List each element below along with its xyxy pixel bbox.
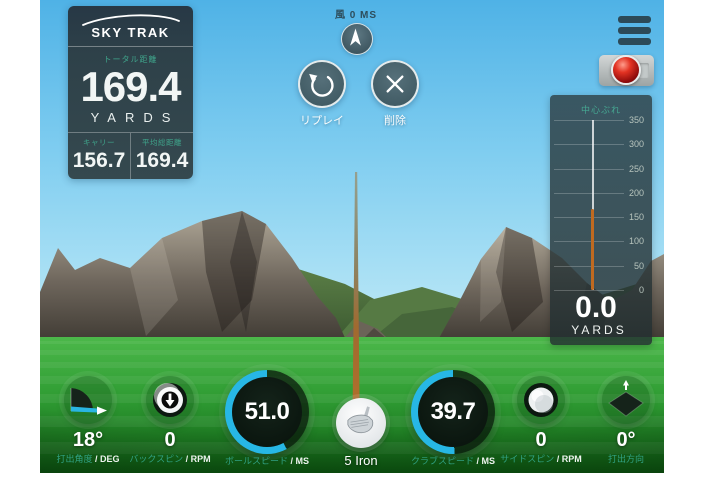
dispersion-unit: YARDS	[571, 323, 627, 337]
close-icon	[386, 75, 404, 93]
back-spin-label: バックスピン	[129, 454, 184, 464]
launch-angle-icon	[64, 376, 112, 424]
average-label: 平均総距離	[142, 138, 182, 147]
back-spin-value: 0	[164, 429, 176, 451]
replay-icon	[309, 73, 334, 97]
dispersion-title: 中心ぶれ	[580, 105, 621, 115]
record-led-icon[interactable]	[611, 55, 641, 85]
club-icon[interactable]	[336, 398, 386, 448]
dispersion-value: 0.0	[575, 291, 617, 324]
ball-speed-value: 51.0	[244, 398, 290, 425]
scale-centerline	[592, 120, 594, 290]
mountain-left-light	[130, 238, 178, 336]
menu-bar	[618, 38, 651, 45]
menu-bar	[618, 16, 651, 23]
mountain-left	[40, 211, 346, 340]
carry-value: 156.7	[72, 149, 126, 172]
delete-button-label: 削除	[384, 115, 406, 127]
skytrak-screen: SKY TRAK トータル距離 169.4 YARDS キャリー 156.7 平…	[40, 0, 664, 473]
ball-speed-label: ボールスピード	[224, 456, 288, 466]
wind-arrow-icon	[350, 28, 361, 46]
launch-direction-value: 0°	[616, 429, 636, 451]
side-spin-unit: / RPM	[556, 454, 582, 464]
back-spin-unit: / RPM	[185, 454, 211, 464]
club-speed-unit: / MS	[476, 456, 496, 466]
launch-direction-icon	[602, 376, 650, 424]
shot-stats-panel: SKY TRAK トータル距離 169.4 YARDS キャリー 156.7 平…	[68, 6, 193, 180]
menu-button[interactable]	[618, 16, 651, 49]
side-spin-value: 0	[535, 429, 547, 451]
total-distance-value: 169.4	[80, 63, 181, 110]
launch-angle-unit: / DEG	[95, 454, 120, 464]
skytrak-logo: SKY TRAK	[68, 6, 193, 47]
club-speed-ring-icon: 39.7	[411, 370, 495, 454]
gauge-launch-angle: 18° 打出角度 / DEG	[40, 376, 148, 464]
menu-bar	[618, 27, 651, 34]
launch-angle-label: 打出角度	[56, 454, 93, 464]
shot-trajectory-line	[352, 172, 360, 430]
side-spin-label: サイドスピン	[500, 454, 555, 464]
shot-distance-marker	[590, 209, 594, 290]
delete-button[interactable]	[371, 60, 419, 108]
carry-stat: キャリー 156.7	[68, 133, 130, 179]
gauge-club-speed: 39.7 クラブスピード / MS	[393, 370, 513, 466]
ball-speed-unit: / MS	[290, 456, 310, 466]
mountain-right-light	[480, 227, 506, 322]
mountain-right-shadow	[496, 227, 543, 332]
average-value: 169.4	[135, 149, 189, 172]
total-distance-unit: YARDS	[90, 110, 180, 125]
carry-label: キャリー	[83, 138, 115, 147]
total-distance-label: トータル距離	[103, 55, 158, 64]
dispersion-panel: 中心ぶれ 350 300 250 200 150 100 50 0 0.0 YA…	[550, 95, 652, 345]
mountain-left-shadow	[202, 211, 266, 332]
club-selector[interactable]: 5 Iron	[301, 398, 421, 468]
ball-speed-ring-icon: 51.0	[225, 370, 309, 454]
gauge-side-spin: 0 サイドスピン / RPM	[481, 376, 601, 464]
replay-button[interactable]	[298, 60, 346, 108]
side-spin-icon	[517, 376, 565, 424]
club-name: 5 Iron	[344, 453, 378, 468]
logo-text: SKY TRAK	[91, 25, 170, 40]
gauge-ball-speed: 51.0 ボールスピード / MS	[207, 370, 327, 466]
launch-direction-label: 打出方向	[607, 454, 644, 464]
club-speed-label: クラブスピード	[410, 456, 474, 466]
launch-angle-value: 18°	[72, 429, 104, 451]
mountain-left-streak	[230, 211, 257, 332]
gauge-launch-direction: 0° 打出方向	[566, 376, 664, 464]
wind-compass	[341, 23, 373, 55]
average-stat: 平均総距離 169.4	[130, 133, 193, 180]
replay-button-label: リプレイ	[300, 115, 344, 127]
back-spin-icon	[146, 376, 194, 424]
gauge-back-spin: 0 バックスピン / RPM	[110, 376, 230, 464]
club-speed-value: 39.7	[430, 398, 476, 425]
logo-swoosh-icon	[82, 14, 180, 26]
wind-label: 風 0 MS	[334, 10, 378, 21]
